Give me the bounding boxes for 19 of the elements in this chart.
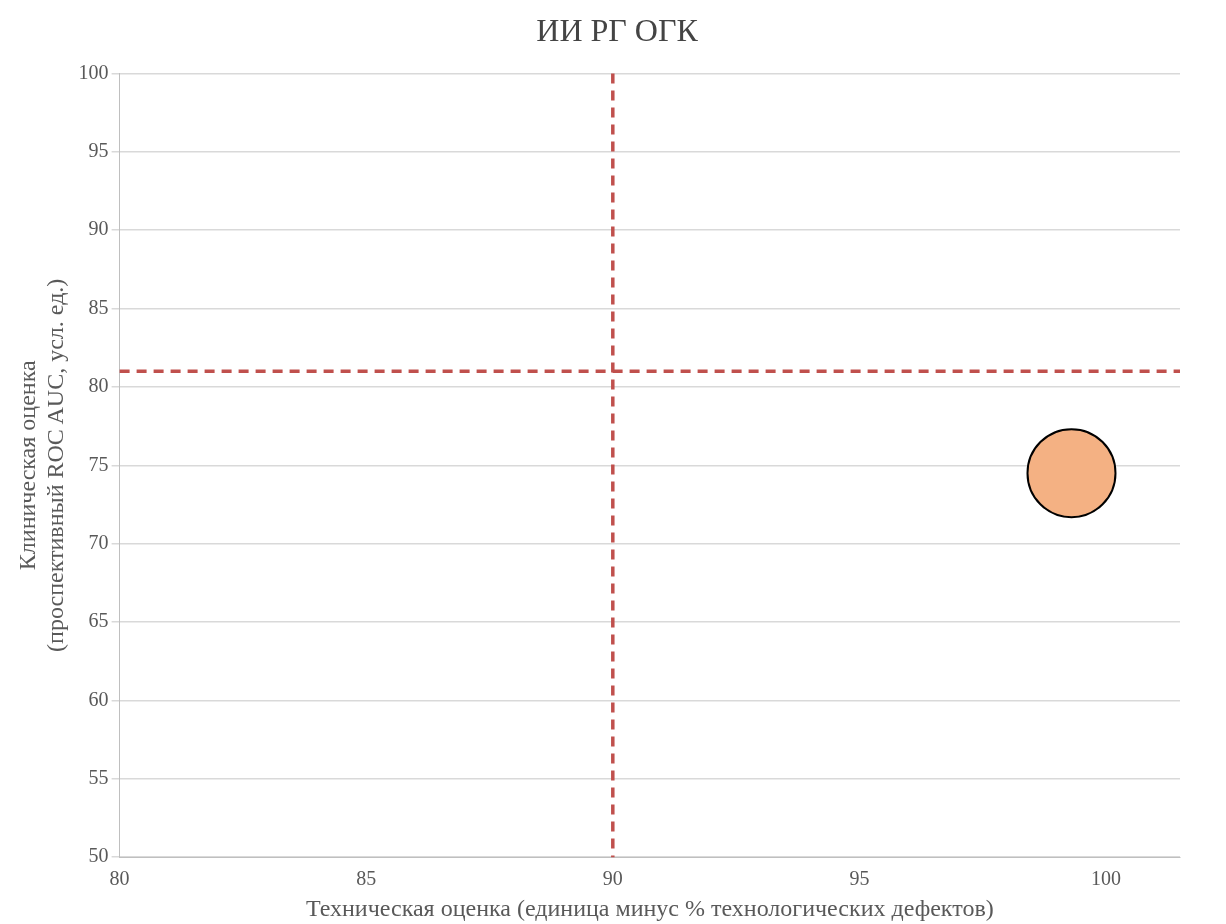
y-tick-label: 85 xyxy=(88,295,109,318)
y-tick-label: 75 xyxy=(88,452,109,475)
y-tick-label: 50 xyxy=(88,844,109,867)
x-tick-label: 95 xyxy=(849,867,870,890)
chart-title: ИИ РГ ОГК xyxy=(536,11,699,48)
x-tick-label: 80 xyxy=(109,867,130,890)
y-tick-label: 55 xyxy=(88,766,109,789)
y-tick-label: 60 xyxy=(88,687,109,710)
y-tick-label: 100 xyxy=(78,60,109,83)
y-tick-label: 95 xyxy=(88,139,109,162)
y-tick-label: 90 xyxy=(88,217,109,240)
y-tick-label: 80 xyxy=(88,374,109,397)
x-axis-title: Техническая оценка (единица минус % технологических дефектов) xyxy=(305,894,994,921)
x-tick-label: 85 xyxy=(356,867,377,890)
x-tick-label: 90 xyxy=(602,867,623,890)
x-tick-label: 100 xyxy=(1091,867,1122,890)
y-tick-label: 65 xyxy=(88,609,109,632)
y-tick-label: 70 xyxy=(88,530,109,553)
y-axis-title: Клиническая оценка (проспективный ROC AUC, усл. ед.) xyxy=(13,278,69,652)
